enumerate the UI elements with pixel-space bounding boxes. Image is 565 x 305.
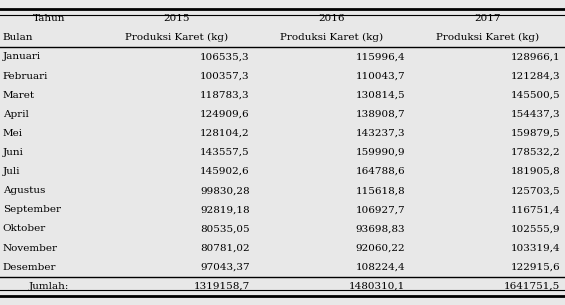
Text: 102555,9: 102555,9 [511, 224, 560, 233]
Text: Jumlah:: Jumlah: [29, 282, 69, 291]
Text: 143557,5: 143557,5 [200, 148, 250, 157]
Text: 138908,7: 138908,7 [355, 110, 405, 119]
Text: Mei: Mei [3, 129, 23, 138]
Text: Produksi Karet (kg): Produksi Karet (kg) [280, 33, 384, 42]
Text: 145500,5: 145500,5 [511, 91, 560, 100]
Text: Produksi Karet (kg): Produksi Karet (kg) [125, 33, 228, 42]
Text: 124909,6: 124909,6 [200, 110, 250, 119]
Text: 1319158,7: 1319158,7 [193, 282, 250, 291]
Text: 122915,6: 122915,6 [511, 263, 560, 272]
Text: Juli: Juli [3, 167, 20, 176]
Text: Tahun: Tahun [33, 14, 66, 23]
Text: 159879,5: 159879,5 [511, 129, 560, 138]
Text: Bulan: Bulan [3, 33, 33, 42]
Text: 143237,3: 143237,3 [355, 129, 405, 138]
Text: 80781,02: 80781,02 [200, 244, 250, 253]
Text: 2015: 2015 [163, 14, 190, 23]
Text: Agustus: Agustus [3, 186, 45, 195]
Text: Januari: Januari [3, 52, 41, 61]
Text: 181905,8: 181905,8 [511, 167, 560, 176]
Text: 1641751,5: 1641751,5 [504, 282, 560, 291]
Text: April: April [3, 110, 29, 119]
Text: 115996,4: 115996,4 [355, 52, 405, 61]
Text: 103319,4: 103319,4 [511, 244, 560, 253]
Text: 2016: 2016 [319, 14, 345, 23]
Text: 93698,83: 93698,83 [355, 224, 405, 233]
Text: 178532,2: 178532,2 [511, 148, 560, 157]
Text: 2017: 2017 [474, 14, 501, 23]
Text: 108224,4: 108224,4 [355, 263, 405, 272]
Text: November: November [3, 244, 58, 253]
Text: 100357,3: 100357,3 [200, 72, 250, 81]
Text: 106927,7: 106927,7 [355, 205, 405, 214]
Text: 1480310,1: 1480310,1 [349, 282, 405, 291]
Text: 97043,37: 97043,37 [200, 263, 250, 272]
Text: 130814,5: 130814,5 [355, 91, 405, 100]
Text: Maret: Maret [3, 91, 35, 100]
Text: 125703,5: 125703,5 [511, 186, 560, 195]
Text: 115618,8: 115618,8 [355, 186, 405, 195]
Text: Februari: Februari [3, 72, 48, 81]
Text: 110043,7: 110043,7 [355, 72, 405, 81]
Text: Oktober: Oktober [3, 224, 46, 233]
Text: 145902,6: 145902,6 [200, 167, 250, 176]
Text: 121284,3: 121284,3 [511, 72, 560, 81]
Text: 128966,1: 128966,1 [511, 52, 560, 61]
Text: 128104,2: 128104,2 [200, 129, 250, 138]
Text: 164788,6: 164788,6 [355, 167, 405, 176]
Text: 116751,4: 116751,4 [511, 205, 560, 214]
Text: 154437,3: 154437,3 [511, 110, 560, 119]
Text: 106535,3: 106535,3 [200, 52, 250, 61]
Text: September: September [3, 205, 61, 214]
Text: 92819,18: 92819,18 [200, 205, 250, 214]
Text: 92060,22: 92060,22 [355, 244, 405, 253]
Text: Juni: Juni [3, 148, 24, 157]
Text: Produksi Karet (kg): Produksi Karet (kg) [436, 33, 539, 42]
Text: 99830,28: 99830,28 [200, 186, 250, 195]
Text: 159990,9: 159990,9 [355, 148, 405, 157]
Text: 118783,3: 118783,3 [200, 91, 250, 100]
Text: Desember: Desember [3, 263, 56, 272]
Text: 80535,05: 80535,05 [200, 224, 250, 233]
